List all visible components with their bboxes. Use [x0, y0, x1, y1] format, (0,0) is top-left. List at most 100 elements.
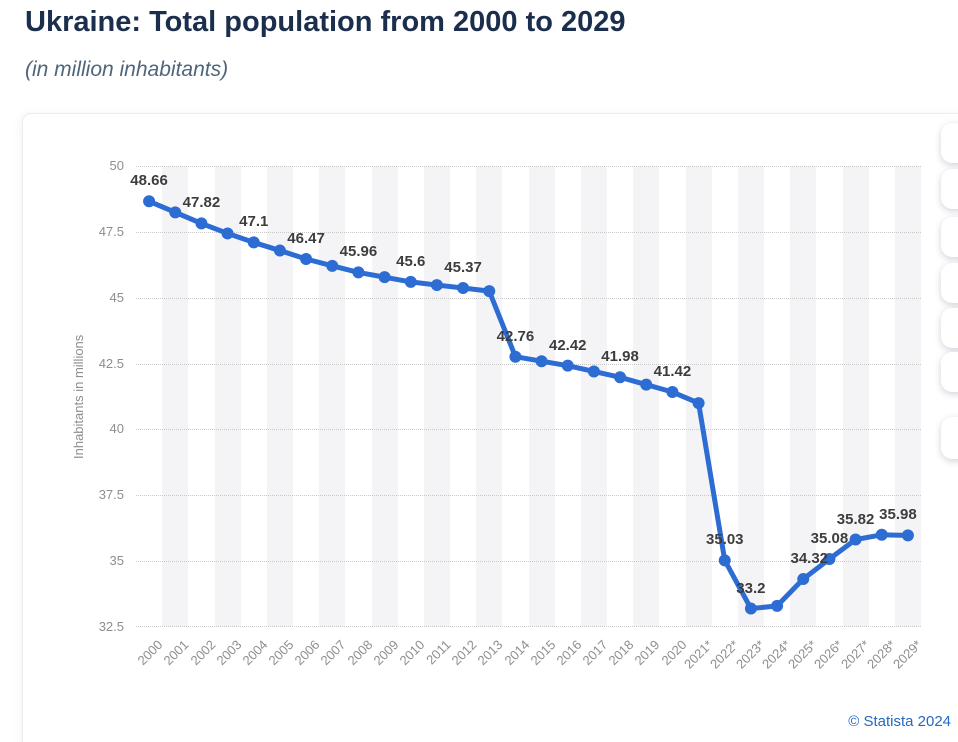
x-tick-label: 2014	[500, 637, 533, 669]
chart-action-button-1[interactable]	[941, 123, 958, 163]
x-tick-label: 2022*	[706, 637, 742, 672]
data-point[interactable]	[561, 359, 574, 372]
data-point[interactable]	[247, 236, 260, 249]
y-tick-label: 45	[109, 289, 124, 305]
gridline	[136, 297, 921, 299]
data-point[interactable]	[875, 528, 888, 541]
x-tick-label: 2011	[423, 637, 454, 668]
y-tick-label: 32.5	[98, 619, 124, 634]
chart-action-button-7[interactable]	[941, 417, 958, 459]
data-point[interactable]	[535, 355, 548, 368]
data-point[interactable]	[587, 365, 600, 378]
data-point[interactable]	[718, 554, 731, 567]
x-tick-label: 2005	[265, 637, 297, 669]
x-tick-label: 2019	[631, 637, 663, 669]
data-point[interactable]	[901, 529, 914, 542]
data-point[interactable]	[273, 244, 286, 257]
data-point[interactable]	[378, 271, 391, 284]
data-point[interactable]	[640, 378, 653, 391]
data-point[interactable]	[692, 397, 705, 410]
background-stripe	[633, 166, 660, 627]
data-point[interactable]	[430, 279, 443, 292]
y-tick-label: 37.5	[98, 487, 124, 503]
chart-action-button-6[interactable]	[941, 352, 958, 392]
gridline	[136, 363, 921, 365]
y-tick-label: 35	[109, 553, 124, 569]
data-point-label: 47.82	[182, 194, 221, 212]
chart-action-button-3[interactable]	[941, 217, 958, 257]
background-stripe	[685, 166, 712, 627]
x-tick-label: 2015	[527, 637, 559, 669]
data-point[interactable]	[221, 227, 234, 240]
data-point[interactable]	[457, 281, 470, 294]
chart-action-button-4[interactable]	[941, 263, 958, 303]
page-subtitle: (in million inhabitants)	[25, 58, 229, 81]
background-stripe	[737, 166, 764, 627]
x-tick-label: 2013	[474, 637, 506, 669]
background-stripe	[476, 166, 503, 627]
data-point-label: 45.96	[339, 243, 378, 261]
x-tick-label: 2028*	[863, 637, 899, 672]
x-tick-label: 2025*	[785, 637, 820, 672]
y-tick-label: 47.5	[98, 223, 124, 239]
data-point[interactable]	[404, 275, 417, 288]
data-point[interactable]	[797, 573, 810, 586]
data-point[interactable]	[614, 371, 627, 384]
x-tick-label: 2017	[579, 637, 611, 669]
y-tick-label: 42.5	[98, 355, 124, 371]
chart-action-button-5[interactable]	[941, 308, 958, 348]
y-axis-title: Inhabitants in millions	[71, 334, 86, 459]
background-stripe	[162, 166, 189, 627]
background-stripe	[423, 166, 450, 627]
data-point[interactable]	[326, 259, 339, 272]
statista-copyright-link[interactable]: © Statista 2024	[848, 713, 951, 730]
x-tick-label: 2000	[134, 637, 166, 669]
chart-action-button-2[interactable]	[941, 169, 958, 209]
data-point[interactable]	[300, 252, 313, 265]
x-tick-label: 2010	[396, 637, 428, 669]
gridline	[136, 429, 921, 431]
data-point-label: 34.32	[790, 550, 829, 568]
data-point[interactable]	[195, 217, 208, 230]
x-tick-label: 2016	[553, 637, 585, 669]
data-point[interactable]	[823, 553, 836, 566]
y-tick-label: 50	[109, 158, 124, 173]
data-point[interactable]	[483, 285, 496, 298]
data-point-label: 41.98	[601, 348, 639, 366]
gridline	[136, 231, 921, 233]
background-stripe	[371, 166, 398, 627]
page-title: Ukraine: Total population from 2000 to 2…	[25, 6, 626, 38]
background-stripe	[790, 166, 817, 627]
data-point-label: 35.08	[810, 530, 849, 548]
data-point[interactable]	[771, 599, 784, 612]
x-tick-label: 2008	[343, 637, 376, 669]
x-tick-label: 2024*	[759, 637, 794, 672]
x-tick-label: 2012	[448, 637, 480, 669]
data-point[interactable]	[849, 533, 862, 546]
data-point-label: 45.6	[396, 252, 426, 270]
x-tick-label: 2023*	[732, 637, 768, 672]
data-point[interactable]	[744, 602, 757, 615]
x-tick-label: 2029*	[889, 637, 925, 672]
data-point-label: 35.03	[705, 531, 744, 549]
y-tick-label: 40	[109, 421, 124, 437]
data-point-label: 45.37	[444, 258, 482, 276]
x-tick-label: 2004	[239, 637, 271, 669]
x-tick-label: 2002	[186, 637, 219, 669]
data-point[interactable]	[352, 266, 365, 279]
x-tick-label: 2009	[370, 637, 402, 669]
data-point-label: 35.82	[836, 510, 875, 528]
background-stripe	[214, 166, 241, 627]
chart-card: Inhabitants in millions 50 47.5 45 42.5 40 37…	[22, 113, 958, 742]
data-point[interactable]	[666, 386, 679, 399]
x-tick-label: 2027*	[837, 637, 873, 672]
gridline	[136, 495, 921, 497]
x-tick-label: 2018	[605, 637, 637, 669]
data-point-label: 33.2	[736, 579, 766, 597]
data-point[interactable]	[143, 195, 156, 208]
data-point[interactable]	[169, 206, 182, 219]
x-tick-label: 2021*	[680, 637, 716, 672]
data-point[interactable]	[509, 350, 522, 363]
data-point-label: 42.42	[548, 336, 587, 354]
